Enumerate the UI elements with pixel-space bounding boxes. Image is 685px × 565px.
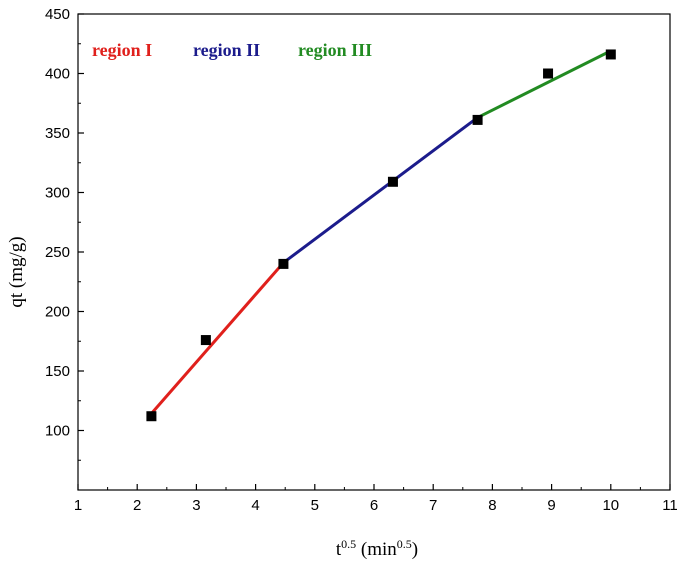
data-points: [146, 49, 616, 422]
data-point: [472, 114, 483, 125]
plot-area-frame: [77, 13, 671, 491]
y-tick-label: 400: [45, 66, 70, 83]
fit-line-region-1: [147, 261, 285, 418]
region-labels: region I region II region III: [92, 40, 372, 60]
data-point: [543, 68, 554, 79]
y-tick-label: 450: [45, 6, 70, 23]
x-tick-label: 11: [662, 497, 678, 514]
x-tick-label: 3: [192, 497, 200, 514]
data-point: [200, 335, 211, 346]
x-tick-label: 7: [429, 497, 437, 514]
x-tick-label: 8: [488, 497, 496, 514]
data-point: [605, 49, 616, 60]
x-tick-label: 1: [74, 497, 82, 514]
y-tick-label: 350: [45, 125, 70, 142]
y-axis-title: qt (mg/g): [6, 236, 27, 307]
data-point: [278, 258, 289, 269]
y-tick-label: 100: [45, 423, 70, 440]
x-tick-label: 6: [370, 497, 378, 514]
y-tick-label: 250: [45, 244, 70, 261]
y-tick-label: 200: [45, 304, 70, 321]
fit-line-region-2: [282, 116, 479, 264]
x-tick-label: 10: [602, 497, 619, 514]
x-axis-title-unit-open: (min: [356, 539, 397, 560]
x-axis-title-base: t: [336, 539, 342, 560]
region-label-2: region II: [193, 40, 260, 60]
y-tick-label: 300: [45, 185, 70, 202]
axis-ticks: 1 2 3 4 5 6 7 8 9 10 11 100 150 200 250 300 350 400 450: [45, 6, 678, 514]
data-point: [146, 411, 157, 422]
x-axis-title-unit-close: ): [412, 539, 418, 560]
data-point: [387, 176, 398, 187]
fit-line-region-3: [476, 49, 612, 119]
x-axis-title-unit-sup: 0.5: [397, 537, 412, 551]
region-label-3: region III: [298, 40, 372, 60]
x-tick-label: 9: [547, 497, 555, 514]
x-tick-label: 5: [311, 497, 319, 514]
region-label-1: region I: [92, 40, 152, 60]
x-axis-title: t0.5 (min0.5): [336, 537, 418, 560]
x-tick-label: 2: [133, 497, 141, 514]
x-tick-label: 4: [251, 497, 259, 514]
y-tick-label: 150: [45, 363, 70, 380]
fit-lines: [147, 49, 612, 418]
x-axis-title-sup: 0.5: [341, 537, 356, 551]
